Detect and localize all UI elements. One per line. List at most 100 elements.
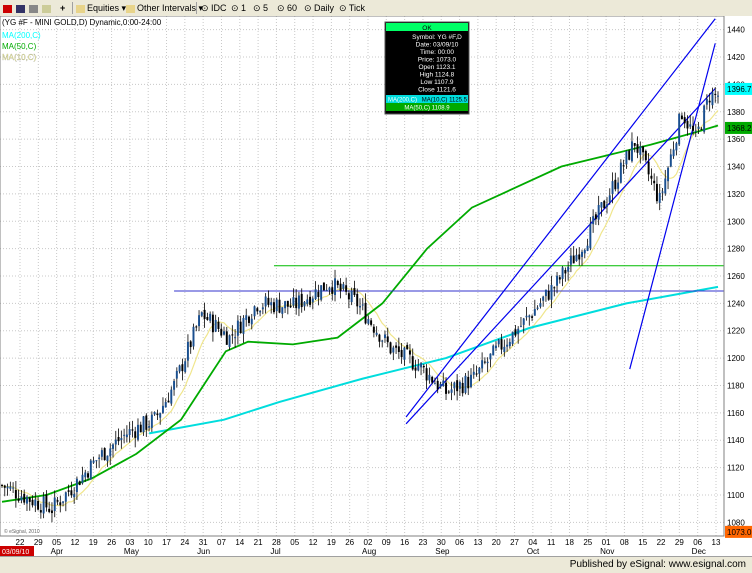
y-tick-label: 1340 xyxy=(727,163,745,172)
candle-body xyxy=(117,437,120,442)
candle-body xyxy=(375,332,378,335)
candle-body xyxy=(689,124,692,127)
candle-body xyxy=(572,255,575,264)
ma50-line xyxy=(1,124,719,503)
tick-button[interactable]: ⊙ Tick xyxy=(339,3,366,13)
x-month-label: May xyxy=(124,547,139,556)
candle-body xyxy=(106,455,109,462)
candle-body xyxy=(228,335,231,348)
daily-button[interactable]: ⊙ Daily xyxy=(304,3,335,13)
candle-body xyxy=(556,275,559,286)
candle-body xyxy=(148,426,151,428)
candle-body xyxy=(533,309,536,316)
equities-dropdown[interactable]: Equities ▾ xyxy=(76,0,126,16)
candle-body xyxy=(159,413,162,418)
x-tick-label: 12 xyxy=(309,538,318,547)
candle-body xyxy=(461,382,464,394)
y-tick-label: 1220 xyxy=(727,327,745,336)
candle-body xyxy=(561,267,564,279)
x-tick-label: 21 xyxy=(254,538,263,547)
chart-toolbar-icon[interactable] xyxy=(3,0,14,16)
intervals-dropdown[interactable]: Other Intervals ▾ xyxy=(126,0,203,16)
candle-body xyxy=(558,277,561,280)
legend-entry: MA(200,C) xyxy=(2,31,41,40)
candle-body xyxy=(467,376,470,389)
candle-body xyxy=(220,328,223,336)
candle-body xyxy=(70,490,73,496)
candle-body xyxy=(481,360,484,369)
candle-body xyxy=(381,340,384,342)
candle-body xyxy=(539,303,542,307)
candle-body xyxy=(675,143,678,151)
candle-body xyxy=(700,128,703,130)
candle-body xyxy=(289,305,292,308)
candle-body xyxy=(714,93,717,95)
candle-body xyxy=(592,216,595,225)
toolbar: + Equities ▾ Other Intervals ▾ ⊙ IDC ⊙ 1… xyxy=(0,0,752,17)
x-tick-label: 10 xyxy=(144,538,153,547)
tooltip-row: Low 1107.9 xyxy=(420,79,454,86)
candle-body xyxy=(92,460,95,463)
channel-line xyxy=(405,18,716,418)
status-bar: Published by eSignal: www.esignal.com xyxy=(0,556,752,573)
tooltip-row: Price: 1073.0 xyxy=(418,57,457,64)
x-tick-label: 28 xyxy=(272,538,281,547)
candle-body xyxy=(619,162,622,183)
chart-title: (YG #F - MINI GOLD,D) Dynamic,0:00-24:00 xyxy=(2,18,162,27)
candle-body xyxy=(680,115,683,120)
candle-body xyxy=(295,297,298,309)
candle-body xyxy=(528,315,531,318)
candle-body xyxy=(422,365,425,368)
candle-body xyxy=(272,302,275,313)
candle-body xyxy=(364,302,367,324)
candle-body xyxy=(503,346,506,353)
y-tick-label: 1120 xyxy=(727,464,745,473)
candle-body xyxy=(178,365,181,372)
open-icon[interactable] xyxy=(42,0,53,16)
candle-body xyxy=(78,481,81,486)
intervals-label: Other Intervals xyxy=(137,3,197,13)
idc-button[interactable]: ⊙ IDC xyxy=(201,3,227,13)
interval-1-button[interactable]: ⊙ 1 xyxy=(231,3,247,13)
candle-body xyxy=(275,299,278,312)
x-tick-label: 26 xyxy=(107,538,116,547)
interval-5-button[interactable]: ⊙ 5 xyxy=(253,3,269,13)
candle-body xyxy=(137,424,139,440)
y-tick-label: 1440 xyxy=(727,26,745,35)
x-tick-label: 19 xyxy=(327,538,336,547)
price-tag xyxy=(725,121,752,134)
candle-body xyxy=(242,317,245,334)
candle-body xyxy=(600,202,603,208)
candle-body xyxy=(489,353,492,360)
candle-body xyxy=(328,287,331,291)
candle-body xyxy=(625,151,628,165)
x-tick-label: 05 xyxy=(290,538,299,547)
price-chart[interactable]: 1080110011201140116011801200122012401260… xyxy=(0,16,752,556)
legend-entry: MA(50,C) xyxy=(2,42,37,51)
x-month-label: Nov xyxy=(600,547,614,556)
candle-body xyxy=(95,460,98,462)
candle-body xyxy=(192,326,195,347)
candle-body xyxy=(325,289,328,291)
x-tick-label: 24 xyxy=(180,538,189,547)
candle-body xyxy=(678,113,681,145)
candle-body xyxy=(278,299,281,313)
candle-body xyxy=(209,313,212,321)
x-month-label: Dec xyxy=(692,547,706,556)
candle-body xyxy=(200,312,203,316)
print-icon[interactable] xyxy=(29,0,40,16)
add-icon[interactable]: + xyxy=(60,3,66,13)
candle-body xyxy=(519,325,522,327)
candle-body xyxy=(270,302,273,306)
candle-body xyxy=(300,293,303,308)
candle-body xyxy=(495,345,497,349)
y-tick-label: 1180 xyxy=(727,381,745,390)
save-icon[interactable] xyxy=(16,0,27,16)
tooltip-row: Date: 03/09/10 xyxy=(416,42,459,49)
candle-body xyxy=(464,375,467,393)
candle-body xyxy=(450,389,453,393)
candle-body xyxy=(608,195,611,203)
interval-60-button[interactable]: ⊙ 60 xyxy=(277,3,298,13)
candle-body xyxy=(622,165,625,167)
candle-body xyxy=(711,92,714,106)
